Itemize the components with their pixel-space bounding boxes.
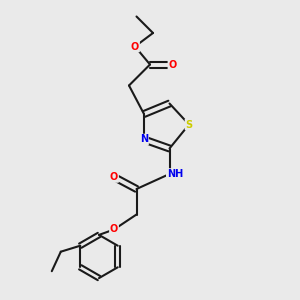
Text: S: S (185, 119, 193, 130)
Text: N: N (140, 134, 148, 145)
Text: O: O (110, 172, 118, 182)
Text: NH: NH (167, 169, 183, 179)
Text: O: O (168, 59, 177, 70)
Text: O: O (131, 41, 139, 52)
Text: O: O (110, 224, 118, 235)
